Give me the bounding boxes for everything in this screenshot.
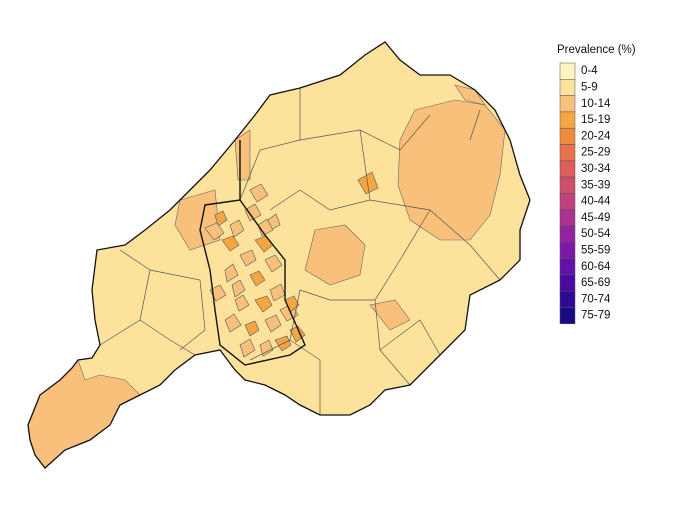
- district-boundary: [199, 140, 306, 366]
- region: [304, 224, 366, 286]
- region: [249, 183, 269, 203]
- region: [249, 270, 266, 287]
- legend-swatch: [559, 274, 576, 292]
- legend-label: 20-24: [581, 130, 611, 142]
- legend-swatch: [559, 307, 576, 325]
- region: [454, 84, 486, 106]
- region: [204, 222, 225, 241]
- boundaries: [99, 88, 501, 415]
- legend-swatch: [559, 111, 576, 129]
- legend-label: 65-69: [581, 277, 610, 289]
- legend-label: 35-39: [581, 179, 610, 191]
- legend-label: 45-49: [581, 212, 610, 224]
- legend-swatch: [559, 290, 576, 308]
- legend-swatch: [559, 62, 576, 80]
- legend-label: 25-29: [581, 147, 610, 159]
- boundary: [99, 88, 501, 415]
- legend-label: 5-9: [581, 82, 598, 94]
- legend-label: 60-64: [581, 261, 611, 273]
- legend-label: 15-19: [581, 114, 610, 126]
- legend-swatch: [559, 258, 576, 276]
- region: [214, 210, 228, 227]
- region: [259, 339, 274, 357]
- legend-swatch: [559, 193, 576, 210]
- legend-swatch: [559, 127, 576, 145]
- region: [231, 279, 246, 298]
- legend-label: 30-34: [581, 163, 611, 175]
- region: [224, 313, 242, 333]
- region: [257, 218, 274, 237]
- legend-label: 75-79: [581, 310, 610, 322]
- legend-swatch: [559, 176, 576, 194]
- region: [289, 325, 306, 343]
- region: [239, 338, 256, 358]
- legend-label: 50-54: [581, 228, 611, 240]
- region: [244, 203, 262, 222]
- legend-swatch: [559, 144, 576, 162]
- legend-swatch: [559, 79, 576, 96]
- legend-swatch: [559, 209, 576, 227]
- legend-swatch: [559, 242, 576, 259]
- region: [264, 314, 282, 333]
- region: [244, 320, 260, 337]
- region: [239, 249, 257, 267]
- region: [369, 299, 411, 331]
- legend-title: Prevalence (%): [557, 44, 636, 56]
- map-regions: [27, 42, 530, 469]
- region: [357, 171, 379, 195]
- region: [221, 235, 240, 252]
- legend-label: 10-14: [581, 98, 611, 110]
- region: [224, 263, 239, 283]
- legend: 0-4 5-9 10-14 15-19 20-24 25-29 30-34 35-39 40-4…: [559, 62, 611, 325]
- legend-label: 40-44: [581, 196, 611, 208]
- legend-swatch: [559, 95, 576, 113]
- legend-label: 55-59: [581, 245, 610, 257]
- region: [254, 295, 273, 313]
- legend-label: 0-4: [581, 65, 598, 77]
- region: [397, 99, 506, 241]
- region: [234, 129, 251, 181]
- region: [229, 219, 245, 238]
- region: [234, 294, 250, 312]
- legend-swatch: [559, 160, 576, 178]
- legend-swatch: [559, 225, 576, 243]
- legend-label: 70-74: [581, 293, 611, 305]
- region: [264, 254, 283, 273]
- map-outline: [27, 41, 531, 469]
